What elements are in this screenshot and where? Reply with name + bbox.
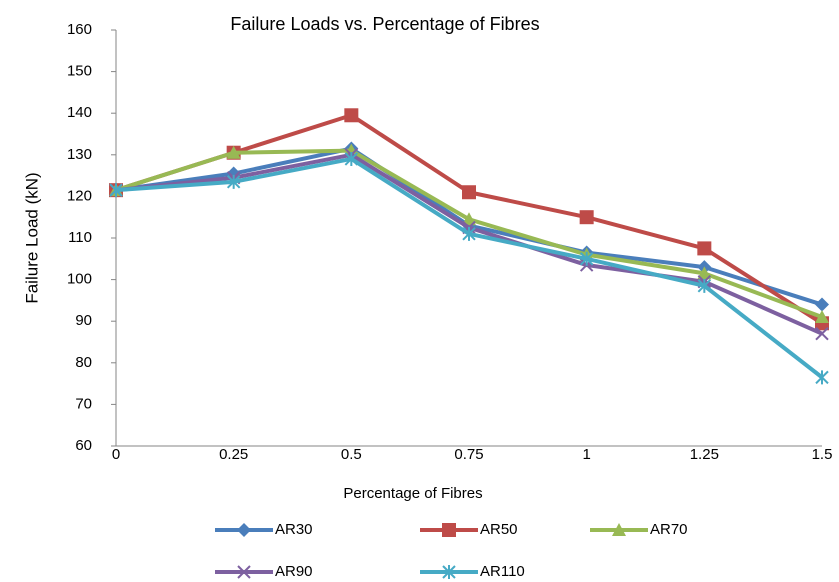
legend-item: AR30	[215, 521, 313, 538]
y-tick-label: 120	[67, 187, 92, 204]
legend-marker	[442, 523, 456, 537]
legend-item: AR90	[215, 563, 313, 580]
legend-marker	[612, 523, 626, 536]
legend-item: AR70	[590, 521, 688, 538]
x-tick-label: 0.75	[454, 446, 483, 463]
legend-label: AR30	[275, 521, 313, 538]
legend-label: AR70	[650, 521, 688, 538]
marker	[815, 310, 829, 324]
y-tick-label: 150	[67, 63, 92, 80]
marker	[344, 151, 359, 166]
marker	[462, 185, 476, 200]
y-tick-label: 100	[67, 271, 92, 288]
x-tick-label: 0	[112, 446, 120, 463]
y-tick-label: 60	[75, 437, 92, 454]
legend-marker	[442, 565, 456, 579]
x-tick-label: 0.5	[341, 446, 362, 463]
y-axis-label: Failure Load (kN)	[22, 172, 41, 303]
marker	[109, 183, 123, 198]
marker	[226, 174, 241, 189]
y-tick-label: 70	[75, 395, 92, 412]
marker	[462, 212, 476, 226]
x-axis-label: Percentage of Fibres	[343, 485, 482, 502]
marker	[579, 251, 594, 266]
legend-label: AR50	[480, 521, 518, 538]
y-tick-label: 90	[75, 312, 92, 329]
marker	[815, 297, 829, 312]
legend-item: AR110	[420, 563, 525, 580]
marker	[697, 278, 712, 293]
marker	[579, 210, 594, 225]
y-tick-label: 110	[68, 229, 92, 246]
x-tick-label: 1.25	[690, 446, 719, 463]
y-tick-label: 80	[75, 354, 92, 371]
marker	[697, 241, 712, 256]
marker	[344, 108, 359, 123]
marker	[697, 266, 712, 280]
marker	[344, 143, 359, 157]
legend-marker	[237, 523, 251, 537]
marker	[226, 145, 241, 159]
chart-title: Failure Loads vs. Percentage of Fibres	[230, 14, 539, 34]
legend-marker	[237, 565, 251, 579]
marker	[815, 326, 829, 341]
y-tick-label: 130	[67, 146, 92, 163]
y-tick-label: 160	[67, 21, 92, 38]
legend-label: AR110	[480, 563, 525, 580]
marker	[815, 370, 829, 385]
x-tick-label: 1.5	[812, 446, 833, 463]
legend-item: AR50	[420, 521, 518, 538]
x-tick-label: 0.25	[219, 446, 248, 463]
legend-label: AR90	[275, 563, 313, 580]
y-tick-label: 140	[67, 104, 92, 121]
x-tick-label: 1	[582, 446, 590, 463]
marker	[462, 226, 476, 241]
